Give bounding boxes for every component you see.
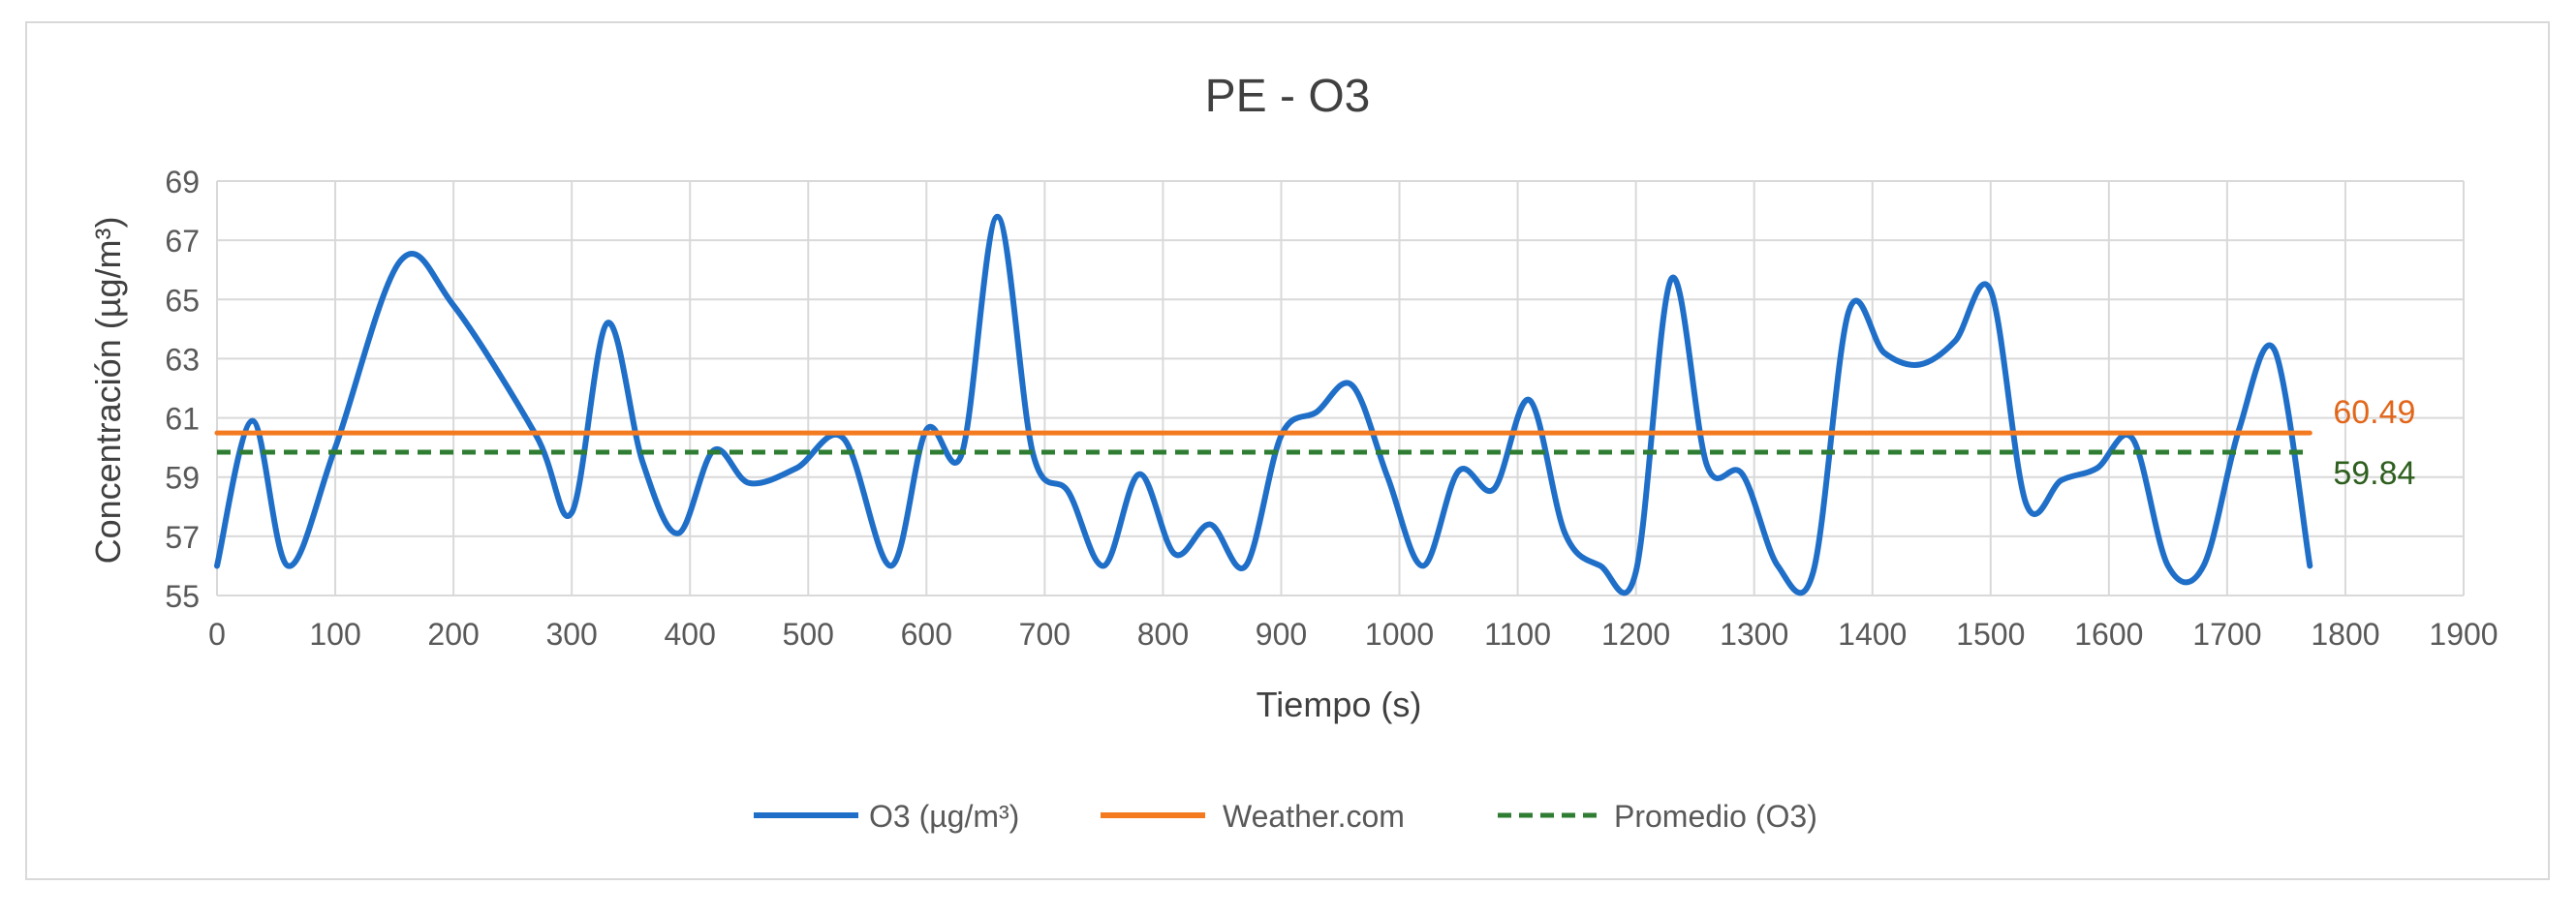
y-tick-label: 67 bbox=[165, 224, 200, 259]
gridlines bbox=[216, 180, 2465, 596]
data-labels: 60.49 59.84 bbox=[2333, 394, 2415, 492]
chart-title: PE - O3 bbox=[1205, 71, 1371, 122]
x-tick-label: 1000 bbox=[1365, 617, 1434, 652]
x-axis-label: Tiempo (s) bbox=[1257, 685, 1422, 724]
x-tick-label: 1300 bbox=[1720, 617, 1788, 652]
axes: 55 57 59 61 63 65 67 69 0 100 200 300 400 500 600 700 80… bbox=[165, 165, 2498, 652]
x-tick-label: 200 bbox=[427, 617, 479, 652]
x-tick-label: 1200 bbox=[1601, 617, 1670, 652]
end-value-label: 59.84 bbox=[2333, 455, 2415, 492]
x-tick-label: 1700 bbox=[2192, 617, 2261, 652]
x-tick-label: 1800 bbox=[2311, 617, 2379, 652]
end-value-label: 60.49 bbox=[2333, 394, 2415, 431]
x-tick-label: 800 bbox=[1137, 617, 1189, 652]
y-tick-label: 61 bbox=[165, 402, 200, 437]
series-group bbox=[214, 213, 2313, 596]
x-tick-label: 1600 bbox=[2074, 617, 2143, 652]
y-tick-label: 65 bbox=[165, 283, 200, 318]
x-tick-label: 600 bbox=[901, 617, 952, 652]
x-tick-label: 1500 bbox=[1956, 617, 2025, 652]
x-tick-label: 1100 bbox=[1484, 617, 1551, 652]
legend-label: Promedio (O3) bbox=[1614, 799, 1817, 834]
x-tick-label: 300 bbox=[545, 617, 597, 652]
series-line-o3-g-m bbox=[214, 213, 2313, 596]
legend-label: Weather.com bbox=[1223, 799, 1405, 834]
y-axis-label: Concentración (µg/m³) bbox=[88, 217, 128, 565]
x-tick-label: 1900 bbox=[2429, 617, 2498, 652]
x-tick-label: 900 bbox=[1256, 617, 1307, 652]
legend: O3 (µg/m³) Weather.com Promedio (O3) bbox=[754, 799, 1817, 834]
x-tick-label: 100 bbox=[309, 617, 360, 652]
x-tick-label: 700 bbox=[1019, 617, 1071, 652]
y-tick-label: 69 bbox=[165, 165, 200, 199]
x-tick-label: 400 bbox=[665, 617, 716, 652]
y-tick-label: 57 bbox=[165, 520, 200, 555]
x-tick-label: 500 bbox=[783, 617, 834, 652]
y-tick-label: 63 bbox=[165, 342, 200, 377]
legend-label: O3 (µg/m³) bbox=[869, 799, 1019, 834]
x-tick-label: 0 bbox=[208, 617, 226, 652]
y-tick-label: 59 bbox=[165, 461, 200, 496]
x-tick-label: 1400 bbox=[1838, 617, 1907, 652]
y-tick-label: 55 bbox=[165, 579, 200, 614]
